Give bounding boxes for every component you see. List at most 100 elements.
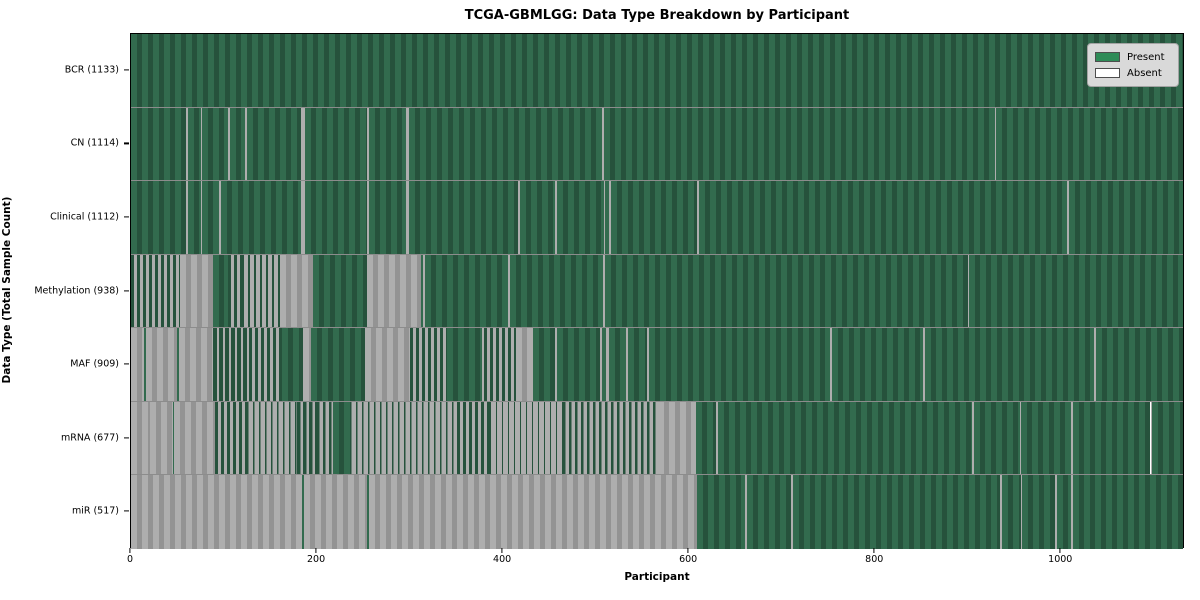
present-segment — [557, 328, 600, 401]
absent-segment — [131, 475, 302, 549]
present-segment — [312, 254, 367, 328]
x-tick-mark — [315, 548, 317, 553]
x-tick-label: 0 — [126, 554, 134, 565]
present-segment — [1001, 475, 1021, 549]
absent-segment — [303, 475, 367, 549]
absent-segment — [200, 107, 203, 181]
legend-swatch-absent — [1095, 68, 1120, 78]
absent-segment — [364, 328, 410, 401]
present-segment — [604, 254, 968, 328]
x-tick-label: 200 — [306, 554, 326, 565]
present-segment — [143, 328, 146, 401]
absent-segment — [791, 475, 793, 549]
present-segment — [832, 328, 923, 401]
x-tick-label: 400 — [493, 554, 512, 565]
absent-segment — [602, 254, 605, 328]
absent-segment — [744, 475, 747, 549]
y-tick-label-Methylation: Methylation (938) — [34, 285, 119, 296]
mixed-segment — [350, 401, 457, 475]
present-segment — [408, 107, 602, 181]
present-segment — [301, 475, 304, 549]
present-segment — [1056, 475, 1071, 549]
present-segment — [149, 401, 151, 475]
present-segment — [221, 181, 301, 254]
mixed-segment — [212, 328, 249, 401]
absent-segment — [923, 328, 925, 401]
y-tick-mark — [124, 216, 129, 218]
absent-segment — [972, 401, 975, 475]
present-segment — [304, 107, 367, 181]
present-segment — [969, 254, 1183, 328]
y-tick-mark — [124, 69, 129, 71]
legend-item-present: Present — [1095, 49, 1170, 65]
present-segment — [717, 401, 973, 475]
absent-segment — [219, 181, 222, 254]
absent-segment — [1066, 181, 1069, 254]
mixed-segment — [297, 401, 317, 475]
present-segment — [425, 254, 508, 328]
y-axis-tick-area: BCR (1133) CN (1114) Clinical (1112) Methyl… — [0, 33, 130, 548]
x-tick-mark — [873, 548, 875, 553]
present-segment — [1068, 181, 1183, 254]
present-segment — [1073, 401, 1151, 475]
absent-segment — [366, 107, 369, 181]
absent-segment — [180, 254, 213, 328]
present-segment — [230, 107, 246, 181]
present-segment — [247, 107, 301, 181]
heatmap-row-mRNA — [131, 401, 1183, 476]
y-tick-mark — [124, 437, 129, 439]
y-tick-mark — [124, 289, 129, 292]
legend-item-absent: Absent — [1095, 65, 1170, 81]
present-segment — [1152, 401, 1183, 475]
legend-label-absent: Absent — [1127, 67, 1162, 79]
absent-segment — [1020, 475, 1023, 549]
present-segment — [202, 107, 229, 181]
y-tick-mark — [124, 142, 129, 144]
present-segment — [924, 328, 1094, 401]
absent-segment — [1054, 475, 1057, 549]
mixed-segment — [247, 401, 298, 475]
absent-segment — [603, 181, 606, 254]
present-segment — [368, 107, 406, 181]
present-segment — [1021, 401, 1071, 475]
y-tick-label-mRNA: mRNA (677) — [60, 432, 119, 444]
mixed-segment — [242, 254, 280, 328]
x-axis-label: Participant — [624, 571, 690, 583]
x-tick-label: 600 — [679, 554, 698, 565]
absent-segment — [279, 254, 313, 328]
x-tick-mark — [501, 548, 503, 553]
y-tick-mark — [124, 510, 129, 512]
present-segment — [311, 328, 365, 401]
x-axis-tick-area: 0 200 400 600 800 1000 — [126, 548, 1184, 588]
absent-segment — [1000, 475, 1002, 549]
absent-segment — [967, 254, 970, 328]
present-segment — [699, 181, 1067, 254]
present-segment — [131, 34, 1183, 107]
absent-segment — [1070, 475, 1074, 549]
absent-segment — [228, 107, 231, 181]
absent-segment — [150, 401, 173, 475]
present-segment — [304, 181, 367, 254]
absent-segment — [518, 181, 521, 254]
present-segment — [746, 475, 792, 549]
mixed-segment — [316, 401, 334, 475]
plot-area: Present Absent — [130, 33, 1184, 549]
present-segment — [187, 181, 201, 254]
absent-segment — [1019, 401, 1022, 475]
present-segment — [601, 328, 607, 401]
absent-segment — [625, 328, 628, 401]
mixed-segment — [131, 254, 181, 328]
heatmap-row-Clinical — [131, 181, 1183, 255]
absent-segment — [300, 181, 305, 254]
absent-segment — [405, 181, 409, 254]
absent-segment — [300, 107, 305, 181]
mixed-segment — [490, 401, 563, 475]
present-segment — [202, 181, 220, 254]
x-tick-label: 1000 — [1048, 554, 1073, 565]
present-segment — [212, 254, 228, 328]
heatmap-row-CN — [131, 107, 1183, 182]
absent-segment — [697, 181, 700, 254]
absent-segment — [1093, 328, 1096, 401]
absent-segment — [599, 328, 602, 401]
absent-segment — [658, 401, 696, 475]
